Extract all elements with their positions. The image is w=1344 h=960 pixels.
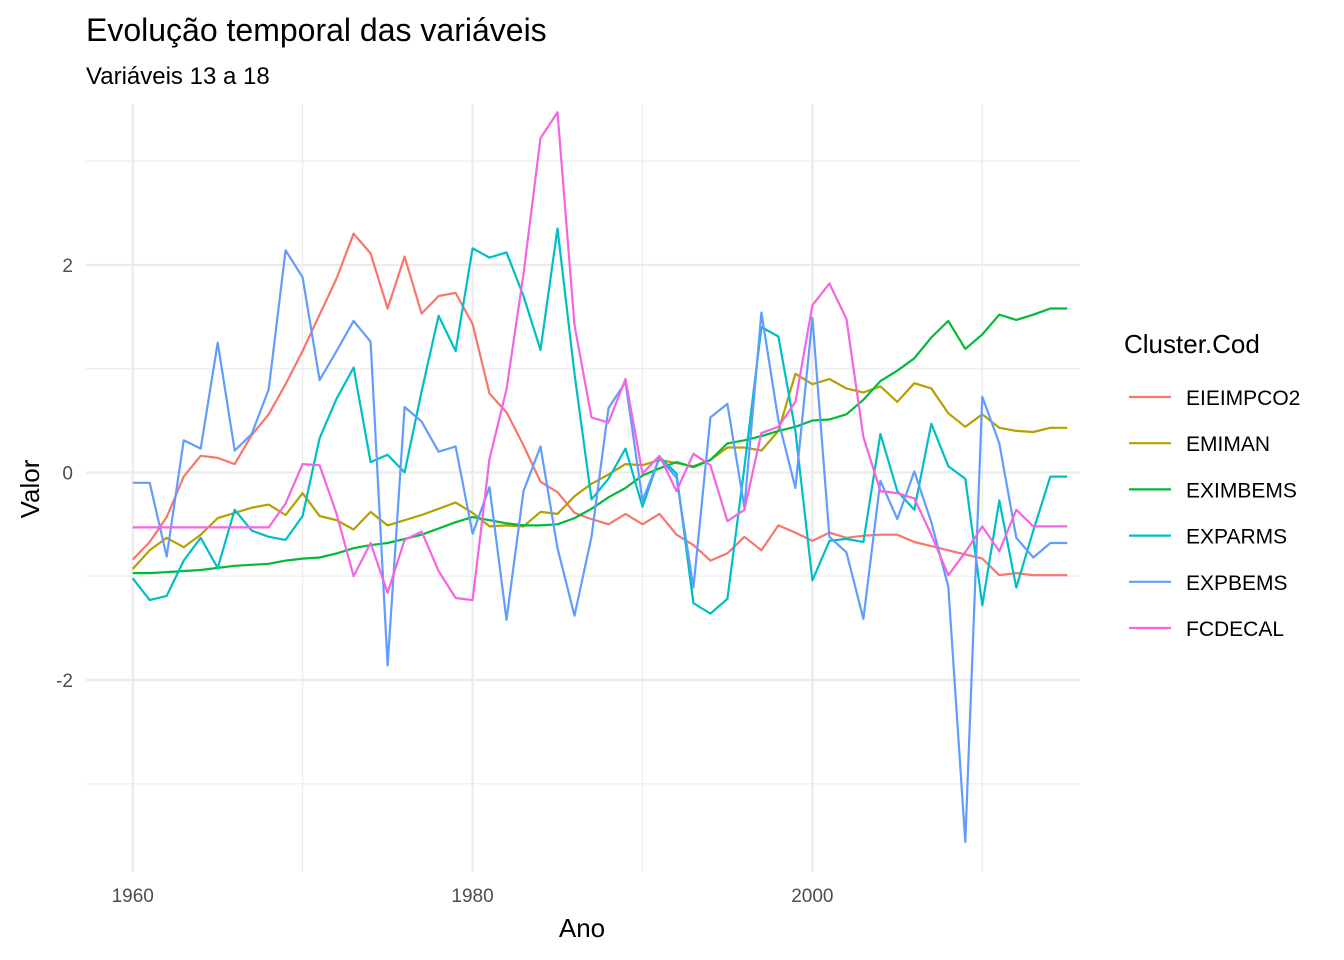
legend-label-eximbems: EXIMBEMS [1186,479,1297,502]
y-tick-label: 2 [62,256,73,277]
legend-label-fcdecal: FCDECAL [1186,618,1284,641]
chart-title: Evolução temporal das variáveis [86,12,547,48]
legend-label-expbems: EXPBEMS [1186,572,1288,595]
y-tick-label: -2 [56,671,73,692]
x-axis-title: Ano [559,913,605,943]
series-line-eximbems [132,307,1068,575]
chart-subtitle: Variáveis 13 a 18 [86,63,270,90]
legend-label-exparms: EXPARMS [1186,526,1287,549]
legend-label-emiman: EMIMAN [1186,433,1270,456]
legend-label-eieimpco2: EIEIMPCO2 [1186,387,1300,410]
series-line-exparms [131,227,1068,615]
series-line-eieimpco2 [131,232,1068,577]
x-tick-label: 2000 [791,886,833,907]
legend-title: Cluster.Cod [1124,329,1260,359]
y-axis-title: Valor [15,459,45,518]
series-line-expbems [132,249,1068,844]
major-gridlines [86,104,1080,872]
tick-labels: 1960 1980 2000 -2 0 2 [56,256,833,907]
x-tick-label: 1980 [451,886,493,907]
x-tick-label: 1960 [112,886,154,907]
series-lines [131,111,1068,844]
minor-gridlines [86,104,1080,872]
series-line-fcdecal [132,111,1068,602]
legend: Cluster.Cod EIEIMPCO2 EMIMAN EXIMBEMS EXPAR… [1124,329,1300,641]
y-tick-label: 0 [62,463,73,484]
